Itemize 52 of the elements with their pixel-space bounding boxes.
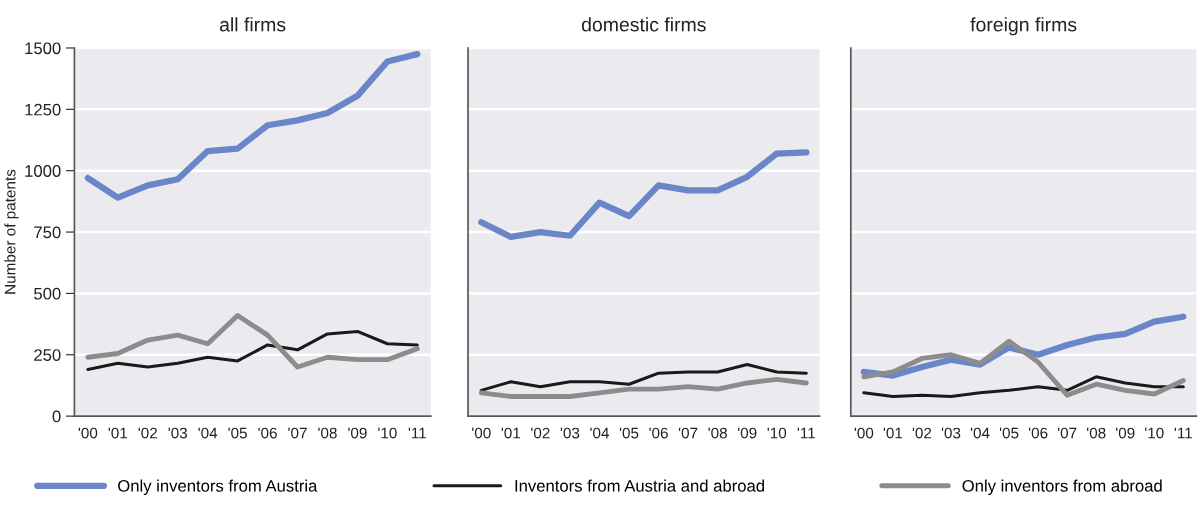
chart-title: domestic firms (581, 17, 706, 32)
x-tick-label: '01 (883, 427, 903, 439)
chart-title: foreign firms (970, 17, 1077, 36)
x-tick-label: '07 (1057, 427, 1077, 439)
x-tick-label: '04 (198, 427, 218, 439)
x-tick-label: '10 (1145, 427, 1164, 439)
x-tick-label: '11 (797, 427, 815, 439)
x-tick-label: '10 (767, 427, 787, 439)
x-tick-label: '11 (408, 427, 426, 439)
x-tick-label: '07 (288, 427, 307, 439)
y-tick-label: 750 (34, 226, 61, 239)
chart-title: all firms (219, 17, 286, 32)
x-tick-label: '02 (531, 427, 550, 439)
y-tick-label: 1250 (25, 103, 61, 116)
x-tick-label: '08 (1087, 427, 1106, 439)
legend-label: Only inventors from abroad (962, 479, 1162, 496)
x-tick-label: '04 (590, 427, 609, 439)
x-tick-label: '05 (619, 427, 639, 439)
x-tick-label: '00 (472, 427, 491, 439)
x-tick-label: '09 (348, 427, 367, 439)
legend-label: Inventors from Austria and abroad (515, 479, 764, 492)
x-tick-label: '09 (738, 427, 757, 439)
x-tick-label: '10 (378, 427, 397, 439)
x-tick-label: '05 (999, 427, 1019, 439)
y-tick-label: 0 (52, 410, 61, 423)
line-series (86, 329, 419, 372)
x-tick-label: '08 (708, 427, 727, 439)
y-axis-title: Number of patents (4, 169, 19, 294)
x-tick-label: '03 (168, 427, 188, 439)
line-series (85, 313, 420, 370)
x-tick-label: '02 (912, 427, 932, 439)
legend-label: Only inventors from Austria (118, 479, 318, 496)
y-tick-label: 1500 (25, 42, 61, 55)
y-tick-label: 500 (34, 287, 61, 300)
x-tick-label: '01 (108, 427, 128, 439)
y-tick-label: 250 (34, 349, 61, 361)
y-tick-label: 1000 (25, 165, 61, 177)
x-tick-label: '07 (678, 427, 698, 439)
x-tick-label: '03 (941, 427, 961, 439)
x-tick-label: '03 (560, 427, 580, 439)
x-tick-label: '05 (228, 427, 247, 439)
x-tick-label: '06 (258, 427, 277, 439)
x-tick-label: '04 (970, 427, 990, 439)
x-tick-label: '06 (649, 427, 668, 439)
x-tick-label: '09 (1116, 427, 1135, 439)
x-tick-label: '11 (1174, 427, 1192, 439)
x-tick-label: '02 (138, 427, 157, 439)
x-tick-label: '00 (854, 427, 874, 439)
x-tick-label: '00 (78, 427, 98, 439)
x-tick-label: '06 (1028, 427, 1048, 439)
x-tick-label: '01 (501, 427, 521, 439)
x-tick-label: '08 (318, 427, 337, 439)
